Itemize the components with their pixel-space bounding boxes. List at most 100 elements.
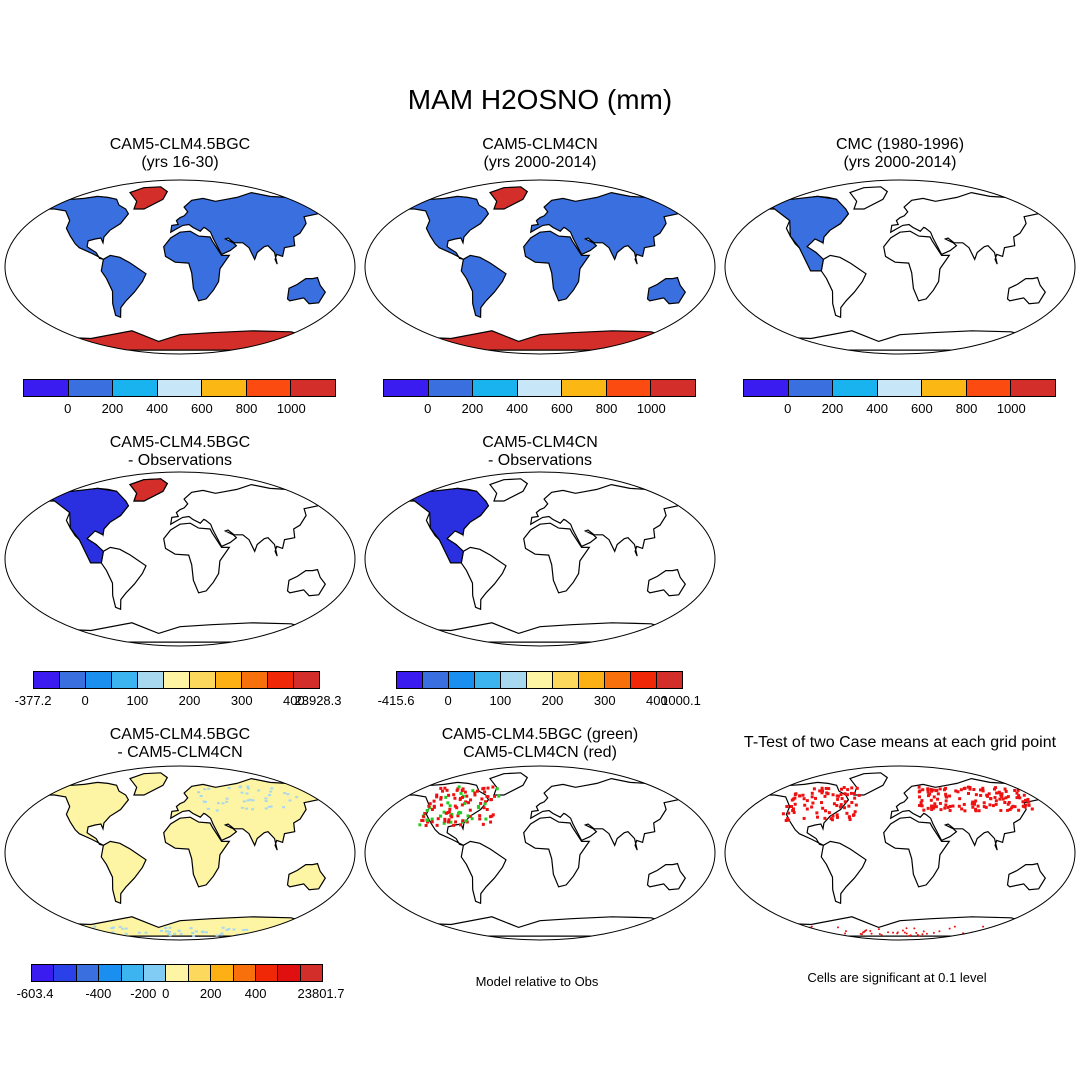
diff-cell <box>167 932 171 935</box>
significant-cell <box>835 813 839 817</box>
diff-cell <box>207 787 211 790</box>
greenland-outline <box>489 478 529 502</box>
significant-cell <box>919 803 923 807</box>
significant-cell <box>963 809 967 813</box>
significant-cell <box>929 787 933 791</box>
southAmerica-outline <box>460 840 507 905</box>
diff-cell <box>221 802 225 805</box>
diff-cell <box>267 805 271 808</box>
colorbar-swatch <box>501 672 527 688</box>
colorbar-tick-label: -400 <box>85 986 112 1001</box>
relative-cell <box>483 790 487 794</box>
relative-cell <box>444 811 448 815</box>
panel-title-1: CAM5-CLM4.5BGC (yrs 16-30) <box>109 136 251 171</box>
significant-cell <box>982 805 986 809</box>
diff-cell <box>221 926 225 929</box>
colorbar-tick-label: 300 <box>230 693 253 708</box>
colorbar-swatch <box>190 672 216 688</box>
significant-cell <box>929 798 933 802</box>
northAmerica-outline <box>41 195 130 260</box>
diff-cell <box>197 791 201 794</box>
colorbar-tick-label: 800 <box>595 401 618 416</box>
greenland-outline <box>849 772 889 796</box>
relative-cell <box>461 787 465 791</box>
map-content <box>401 478 687 643</box>
significant-cell <box>791 809 795 813</box>
colorbar-tick-label: 0 <box>64 401 72 416</box>
map-content <box>401 772 687 937</box>
significant-cell <box>850 801 854 805</box>
significant-cell <box>926 806 930 810</box>
relative-cell <box>455 806 459 810</box>
significant-cell <box>839 793 843 797</box>
significant-cell <box>803 803 807 807</box>
relative-cell <box>468 814 472 818</box>
relative-cell <box>446 801 450 805</box>
significant-cell <box>813 929 816 932</box>
significant-cell <box>807 931 810 934</box>
colorbar-tick-label: 0 <box>424 401 432 416</box>
colorbar-4 <box>33 671 320 689</box>
relative-cell <box>473 791 477 795</box>
panel-title-8: T-Test of two Case means at each grid po… <box>743 734 1057 751</box>
significant-cell <box>943 806 947 810</box>
significant-cell <box>896 932 899 935</box>
map-frame <box>4 765 356 941</box>
significant-cell <box>811 801 815 805</box>
colorbar-tick-label: 200 <box>821 401 844 416</box>
diff-cell <box>70 933 74 936</box>
relative-cell <box>426 820 430 824</box>
colorbar-swatch <box>24 380 69 396</box>
map-frame <box>4 471 356 647</box>
diff-cell <box>270 787 274 790</box>
relative-cell <box>439 786 443 790</box>
relative-cell <box>447 820 451 824</box>
southAmerica-outline <box>460 254 507 319</box>
relative-cell <box>460 803 464 807</box>
significant-cell <box>815 811 819 815</box>
greenland-outline <box>489 772 529 796</box>
significant-cell <box>974 793 978 797</box>
significant-cell <box>1024 803 1028 807</box>
colorbar-swatch <box>121 965 144 981</box>
relative-cell <box>489 820 493 824</box>
significant-cell <box>785 817 789 821</box>
significant-cell <box>944 799 948 803</box>
relative-cell <box>428 802 432 806</box>
greenland-outline <box>129 772 169 796</box>
greenland-fill <box>129 478 169 502</box>
diff-cell <box>168 930 172 933</box>
colorbar-tick-label: 23928.3 <box>294 693 342 708</box>
colorbar-tick-label: 800 <box>955 401 978 416</box>
australia-outline <box>286 862 327 891</box>
diff-cell <box>83 927 87 930</box>
significant-cell <box>968 786 972 790</box>
relative-cell <box>453 796 457 800</box>
map-frame <box>364 471 716 647</box>
significant-cell <box>818 933 821 936</box>
southAmerica-outline <box>460 546 507 611</box>
relative-cell <box>424 823 428 827</box>
relative-cell <box>443 817 447 821</box>
relative-cell <box>486 786 490 790</box>
significant-cell <box>863 930 866 933</box>
diff-cell <box>106 934 110 937</box>
colorbar-swatch <box>294 672 319 688</box>
diff-cell <box>283 792 287 795</box>
relative-cell <box>452 793 456 797</box>
diff-cell <box>206 807 210 810</box>
diff-cell <box>295 925 299 928</box>
significant-cell <box>805 929 808 932</box>
significant-cell <box>926 787 930 791</box>
diff-cell <box>121 927 125 930</box>
significant-cell <box>1007 800 1011 804</box>
diff-cell <box>264 800 268 803</box>
relative-cell <box>469 798 473 802</box>
significant-cell <box>989 797 993 801</box>
significant-cell <box>994 802 998 806</box>
diff-cell <box>95 933 99 936</box>
significant-cell <box>824 786 828 790</box>
relative-cell <box>443 819 447 823</box>
eurasia-outline <box>169 191 323 265</box>
significant-cell <box>1004 789 1008 793</box>
